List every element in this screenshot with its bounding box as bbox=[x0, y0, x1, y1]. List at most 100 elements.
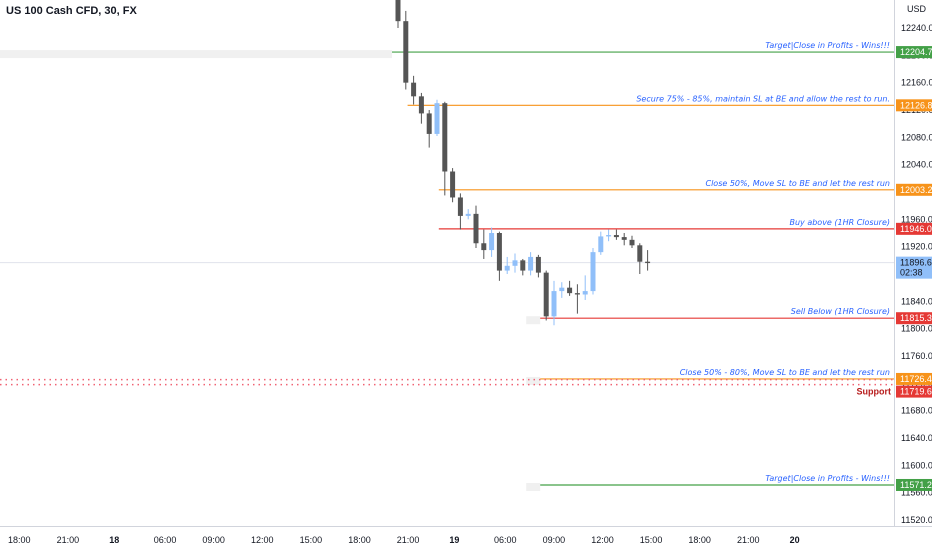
x-tick-label: 18:00 bbox=[8, 535, 31, 545]
candle-body bbox=[489, 233, 495, 251]
candle-body bbox=[473, 213, 479, 244]
candle-body bbox=[434, 103, 440, 134]
x-tick-label: 20 bbox=[790, 535, 800, 545]
level-annotation: Close 50%, Move SL to BE and let the res… bbox=[705, 179, 890, 188]
candle bbox=[582, 275, 588, 300]
current-price-tag bbox=[896, 256, 932, 279]
level-band bbox=[526, 376, 541, 385]
candle-body bbox=[411, 82, 417, 97]
y-tick-label: 11680.00 bbox=[901, 406, 932, 416]
candle-body bbox=[426, 113, 432, 134]
candle-body bbox=[582, 291, 588, 295]
y-tick-label: 11840.00 bbox=[901, 296, 932, 306]
level-price-tag bbox=[896, 478, 932, 491]
candle bbox=[559, 282, 565, 298]
candle bbox=[528, 252, 534, 276]
candle bbox=[473, 205, 479, 249]
candle-body bbox=[528, 256, 534, 271]
candle-body bbox=[543, 272, 549, 317]
candle-body bbox=[606, 235, 612, 237]
level-annotation: Target|Close in Profits - Wins!!! bbox=[765, 474, 890, 483]
candle-body bbox=[567, 287, 573, 294]
level-annotation: Target|Close in Profits - Wins!!! bbox=[765, 41, 890, 50]
candle bbox=[551, 280, 557, 326]
candle bbox=[567, 280, 573, 296]
level-price-tag-text: 12126.85 bbox=[900, 100, 932, 110]
y-tick-label: 12080.00 bbox=[901, 132, 932, 142]
candle bbox=[574, 284, 580, 314]
level-price-tag bbox=[896, 46, 932, 59]
candle-body bbox=[629, 239, 635, 246]
level-price-tag bbox=[896, 222, 932, 235]
candle bbox=[629, 235, 635, 249]
candle-body bbox=[613, 235, 619, 238]
level-band bbox=[526, 316, 541, 325]
candle-body bbox=[551, 291, 557, 317]
candle-body bbox=[395, 0, 401, 22]
candle bbox=[598, 231, 604, 255]
candle-body bbox=[504, 265, 510, 271]
y-tick-label: 12040.00 bbox=[901, 160, 932, 170]
x-tick-label: 09:00 bbox=[202, 535, 225, 545]
candle-body bbox=[496, 233, 502, 271]
x-tick-label: 21:00 bbox=[737, 535, 760, 545]
candle bbox=[403, 10, 409, 90]
level-price-tag bbox=[896, 312, 932, 325]
level-price-tag-text: 12204.77 bbox=[900, 47, 932, 57]
candle bbox=[426, 110, 432, 148]
x-tick-label: 15:00 bbox=[640, 535, 663, 545]
candle bbox=[535, 254, 541, 278]
price-levels: Target|Close in Profits - Wins!!! Secure … bbox=[0, 41, 894, 486]
candle bbox=[613, 229, 619, 240]
candle-body bbox=[637, 245, 643, 262]
x-tick-label: 18:00 bbox=[688, 535, 711, 545]
y-tick-label: 12240.00 bbox=[901, 23, 932, 33]
support-line bbox=[0, 378, 894, 386]
candle bbox=[434, 99, 440, 136]
x-tick-label: 18 bbox=[109, 535, 119, 545]
support-label: Support bbox=[857, 387, 892, 397]
candle-body bbox=[465, 213, 471, 216]
candle bbox=[489, 227, 495, 257]
y-tick-label: 11960.00 bbox=[901, 214, 932, 224]
y-tick-label: 11800.00 bbox=[901, 324, 932, 334]
candle bbox=[450, 168, 456, 203]
level-price-tag bbox=[896, 372, 932, 385]
candle bbox=[496, 231, 502, 281]
candle bbox=[590, 248, 596, 295]
level-annotation: Close 50% - 80%, Move SL to BE and let t… bbox=[680, 368, 890, 377]
candle bbox=[512, 253, 518, 273]
y-tick-label: 11520.00 bbox=[901, 515, 932, 525]
candle bbox=[395, 0, 401, 28]
x-tick-label: 09:00 bbox=[543, 535, 566, 545]
x-tick-label: 06:00 bbox=[494, 535, 517, 545]
candle bbox=[418, 92, 424, 124]
candle bbox=[504, 256, 510, 274]
level-price-tag-text: 11815.30 bbox=[900, 313, 932, 323]
candle bbox=[481, 229, 487, 259]
candle bbox=[411, 75, 417, 105]
candle-body bbox=[442, 103, 448, 172]
candle-body bbox=[418, 96, 424, 114]
candle-body bbox=[621, 237, 627, 240]
candle bbox=[543, 270, 549, 321]
x-tick-label: 18:00 bbox=[348, 535, 371, 545]
y-tick-label: 11600.00 bbox=[901, 460, 932, 470]
price-tags: 12204.77 12126.85 12003.22 11946.08 11815.30… bbox=[896, 46, 932, 491]
candle-body bbox=[450, 171, 456, 198]
candle-body bbox=[598, 236, 604, 253]
time-axis[interactable]: 18:00 21:00 18 06:00 09:00 12:00 15:00 18:00 21:… bbox=[0, 526, 932, 546]
y-tick-label: 12160.00 bbox=[901, 78, 932, 88]
current-price-text: 11896.61 bbox=[900, 258, 932, 268]
candle-body bbox=[403, 21, 409, 83]
y-tick-label: 11920.00 bbox=[901, 242, 932, 252]
candle bbox=[637, 243, 643, 274]
level-band bbox=[0, 50, 392, 59]
symbol-title[interactable]: US 100 Cash CFD, 30, FX bbox=[6, 5, 137, 17]
x-tick-label: 12:00 bbox=[591, 535, 614, 545]
currency-label: USD bbox=[907, 4, 927, 14]
candle-body bbox=[559, 287, 565, 292]
level-price-tag-text: 11726.41 bbox=[900, 374, 932, 384]
y-tick-label: 11560.00 bbox=[901, 488, 932, 498]
